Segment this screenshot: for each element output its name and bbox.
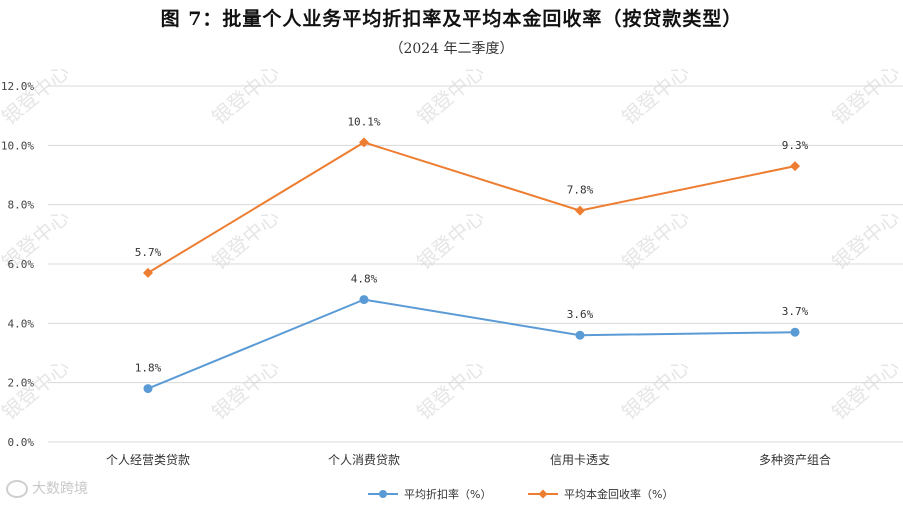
data-point: [790, 161, 800, 172]
brand-logo-icon: [6, 480, 28, 498]
y-axis-tick-labels: 0.0% 2.0% 4.0% 6.0% 8.0% 10.0% 12.0%: [1, 80, 34, 449]
legend-marker: [538, 489, 548, 499]
data-label: 3.6%: [567, 308, 594, 321]
x-tick-label: 多种资产组合: [759, 452, 831, 467]
watermark-text: 银登中心: [412, 60, 489, 130]
watermark-text: 银登中心: [617, 355, 694, 425]
legend: 平均折扣率（%） 平均本金回收率（%）: [368, 487, 673, 501]
y-tick-label: 2.0%: [8, 377, 35, 390]
watermark-text: 银登中心: [207, 355, 284, 425]
watermark-text: 银登中心: [827, 60, 903, 130]
y-tick-label: 8.0%: [8, 199, 35, 212]
data-point: [575, 205, 585, 216]
data-label: 10.1%: [347, 115, 380, 128]
data-label: 4.8%: [351, 273, 378, 286]
data-label: 9.3%: [782, 139, 809, 152]
watermark-text: 银登中心: [617, 60, 694, 130]
data-point: [359, 137, 369, 148]
brand-text: 大数跨境: [32, 481, 88, 497]
y-tick-label: 10.0%: [1, 139, 34, 152]
y-tick-label: 4.0%: [8, 317, 35, 330]
x-tick-label: 信用卡透支: [550, 453, 610, 467]
watermark-text: 银登中心: [412, 355, 489, 425]
data-point: [790, 327, 800, 337]
x-axis-tick-labels: 个人经营类贷款 个人消费贷款 信用卡透支 多种资产组合: [106, 452, 831, 467]
legend-label: 平均本金回收率（%）: [564, 487, 673, 501]
data-label: 7.8%: [567, 184, 594, 197]
data-point: [359, 295, 369, 305]
watermark-text: 银登中心: [827, 355, 903, 425]
series-line: [147, 298, 796, 390]
data-point: [143, 384, 153, 394]
x-tick-label: 个人消费贷款: [328, 453, 400, 467]
watermark-text: 银登中心: [0, 60, 74, 130]
data-label: 3.7%: [782, 305, 809, 318]
grid-lines: [48, 85, 903, 443]
legend-marker: [379, 490, 387, 498]
chart-subtitle: （2024 年二季度）: [389, 41, 514, 57]
y-tick-label: 6.0%: [8, 258, 35, 271]
chart-title: 图 7：批量个人业务平均折扣率及平均本金回收率（按贷款类型）: [160, 8, 743, 30]
data-label: 1.8%: [135, 362, 162, 375]
data-point: [575, 330, 585, 340]
series-layer: 1.8% 4.8% 3.6% 3.7% 5.7% 10.1% 7.8% 9.3%: [135, 115, 809, 394]
y-tick-label: 12.0%: [1, 80, 34, 93]
brand-mark: 大数跨境: [6, 478, 88, 498]
legend-label: 平均折扣率（%）: [404, 487, 491, 501]
x-tick-label: 个人经营类贷款: [106, 453, 190, 467]
series-line: [147, 141, 796, 274]
y-tick-label: 0.0%: [8, 436, 35, 449]
data-point: [143, 267, 153, 278]
watermark-text: 银登中心: [207, 60, 284, 130]
data-label: 5.7%: [135, 246, 162, 259]
